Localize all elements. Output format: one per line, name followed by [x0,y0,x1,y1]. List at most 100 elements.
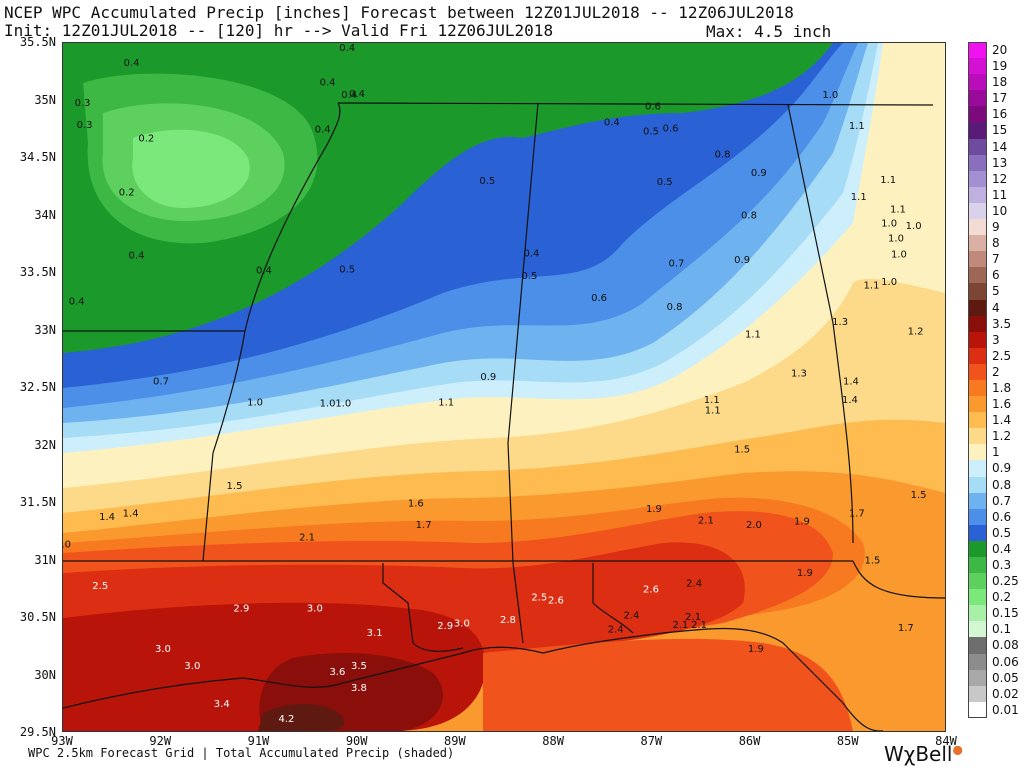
value-label: 1.1 [864,280,880,291]
value-label: 2.6 [548,596,564,607]
value-label: 1.7 [416,520,432,531]
legend-swatch [968,476,987,493]
legend-label: 16 [992,107,1008,122]
legend-label: 1.6 [992,397,1012,412]
legend-swatch [968,154,987,171]
legend-item: 15 [968,122,1024,139]
legend-item: 0.01 [968,701,1024,718]
value-label: 0.7 [669,259,685,270]
value-label: 0.9 [734,255,750,266]
legend-swatch [968,428,987,445]
legend-label: 0.06 [992,654,1019,669]
legend-swatch [968,251,987,268]
legend-swatch [968,186,987,203]
lat-label: 31N [34,552,56,567]
legend-item: 11 [968,186,1024,203]
legend-item: 8 [968,235,1024,252]
value-label: 3.5 [351,661,367,672]
value-label: 0.4 [341,90,357,101]
legend-swatch [968,412,987,429]
value-label: 1.5 [227,481,243,492]
value-label: 1.1 [880,175,896,186]
legend-swatch [968,701,987,718]
gulf-band [483,638,853,731]
legend-item: 1.4 [968,412,1024,429]
legend-label: 1.2 [992,429,1012,444]
value-label: 1.0 [822,90,838,101]
value-label: 0.5 [657,177,673,188]
value-label: 1.9 [748,644,764,655]
lon-label: 92W [149,734,172,748]
value-label: 0.2 [138,134,154,145]
legend-label: 18 [992,75,1008,90]
legend-item: 20 [968,42,1024,59]
legend-swatch [968,444,987,461]
value-label: 0.3 [75,98,91,109]
lon-label: 90W [345,734,368,748]
band-0-2 [132,129,250,208]
legend-item: 0.7 [968,492,1024,509]
value-label: 1.5 [911,490,927,501]
value-label: 2.5 [92,581,108,592]
legend-item: 17 [968,90,1024,107]
legend-item: 13 [968,154,1024,171]
legend-label: 0.2 [992,590,1012,605]
value-label: 0.8 [667,302,683,313]
value-label: 1.9 [646,504,662,515]
value-label: 3.0 [184,661,200,672]
legend-swatch [968,396,987,413]
value-label: 2.6 [643,584,659,595]
legend-label: 0.7 [992,493,1012,508]
legend-label: 0.01 [992,702,1019,717]
legend-item: 0.8 [968,476,1024,493]
legend-swatch [968,219,987,236]
state-borders [63,102,945,652]
value-label: 2.4 [686,579,702,590]
legend-swatch [968,379,987,397]
value-label: 1.0 [320,398,336,409]
legend-label: 0.6 [992,509,1012,524]
legend-item: 7 [968,251,1024,268]
value-label: 1.7 [849,509,865,520]
legend-label: 11 [992,187,1008,202]
legend-label: 19 [992,59,1008,74]
legend-label: 3.5 [992,316,1012,331]
value-label: 2.1 [691,620,707,631]
value-label: 1.3 [791,369,807,380]
value-label: 0.4 [349,89,365,100]
legend-label: 12 [992,171,1008,186]
legend-label: 0.4 [992,541,1012,556]
value-label: 1.9 [794,517,810,528]
precip-map: 0.4 0.4 0.4 0.4 0.4 0.3 0.3 0.2 0.4 0.4 0.6 0.5 0.6 0… [62,42,946,732]
lat-label: 35.5N [19,35,56,49]
legend-item: 6 [968,267,1024,284]
legend-item: 2 [968,363,1024,380]
legend-swatch [968,637,987,654]
value-label: 3.0 [454,619,470,630]
legend-item: 0.05 [968,669,1024,686]
legend-swatch [968,122,987,139]
legend-item: 0.08 [968,637,1024,654]
value-label: 0.4 [256,265,272,276]
legend-swatch [968,605,987,622]
legend-label: 0.1 [992,622,1012,637]
value-label: 1.4 [123,509,139,520]
value-label: 1.4 [843,377,859,388]
value-label: 1.0 [247,397,263,408]
value-label: 2.8 [500,615,516,626]
value-label: 3.0 [307,604,323,615]
legend-label: 8 [992,236,1000,251]
lon-label: 89W [444,734,466,748]
lon-label: 91W [247,734,270,748]
legend-swatch [968,235,987,252]
lat-label: 35N [34,92,56,107]
value-label: 1.9 [797,568,813,579]
legend-swatch [968,460,987,477]
lon-label: 86W [738,734,761,748]
value-label: 0.8 [741,210,757,221]
value-label: 1.1 [704,395,720,406]
lat-label: 32N [34,437,56,452]
legend-item: 18 [968,74,1024,91]
legend-item: 0.3 [968,557,1024,574]
value-label: 3.0 [155,644,171,655]
